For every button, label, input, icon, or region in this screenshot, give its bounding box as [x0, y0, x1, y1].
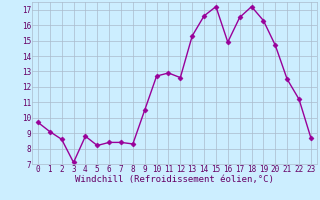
- X-axis label: Windchill (Refroidissement éolien,°C): Windchill (Refroidissement éolien,°C): [75, 175, 274, 184]
